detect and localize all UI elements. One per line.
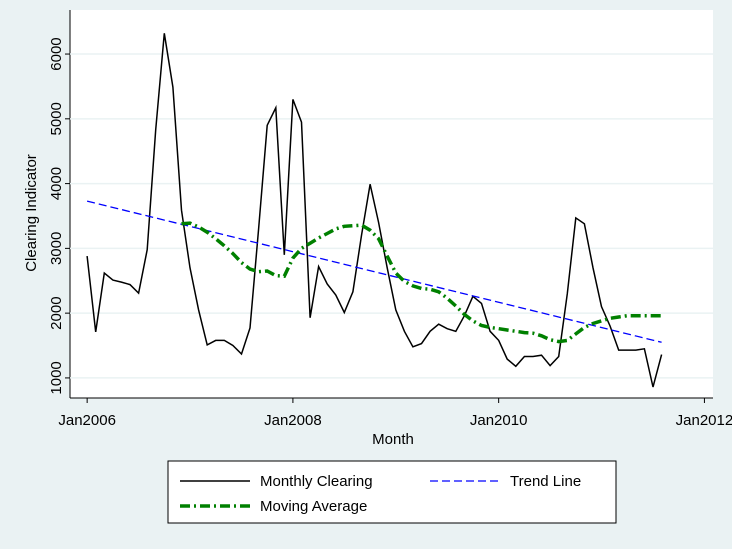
legend-label: Monthly Clearing	[260, 473, 373, 490]
y-tick-label: 2000	[48, 296, 65, 329]
y-tick-label: 1000	[48, 361, 65, 394]
x-tick-label: Jan2008	[264, 412, 322, 429]
legend-label: Trend Line	[510, 473, 581, 490]
legend	[167, 460, 617, 524]
plot-area	[70, 10, 713, 398]
y-tick-label: 6000	[48, 37, 65, 70]
x-tick-label: Jan2012	[676, 412, 732, 429]
legend-label: Moving Average	[260, 498, 367, 515]
y-axis-title: Clearing Indicator	[23, 154, 40, 272]
series-line	[181, 221, 662, 344]
x-axis-title: Month	[372, 431, 414, 448]
x-tick-label: Jan2006	[58, 412, 116, 429]
x-tick-label: Jan2010	[470, 412, 528, 429]
y-tick-label: 5000	[48, 102, 65, 135]
y-tick-label: 3000	[48, 232, 65, 265]
y-tick-label: 4000	[48, 167, 65, 200]
series-line	[86, 33, 663, 388]
